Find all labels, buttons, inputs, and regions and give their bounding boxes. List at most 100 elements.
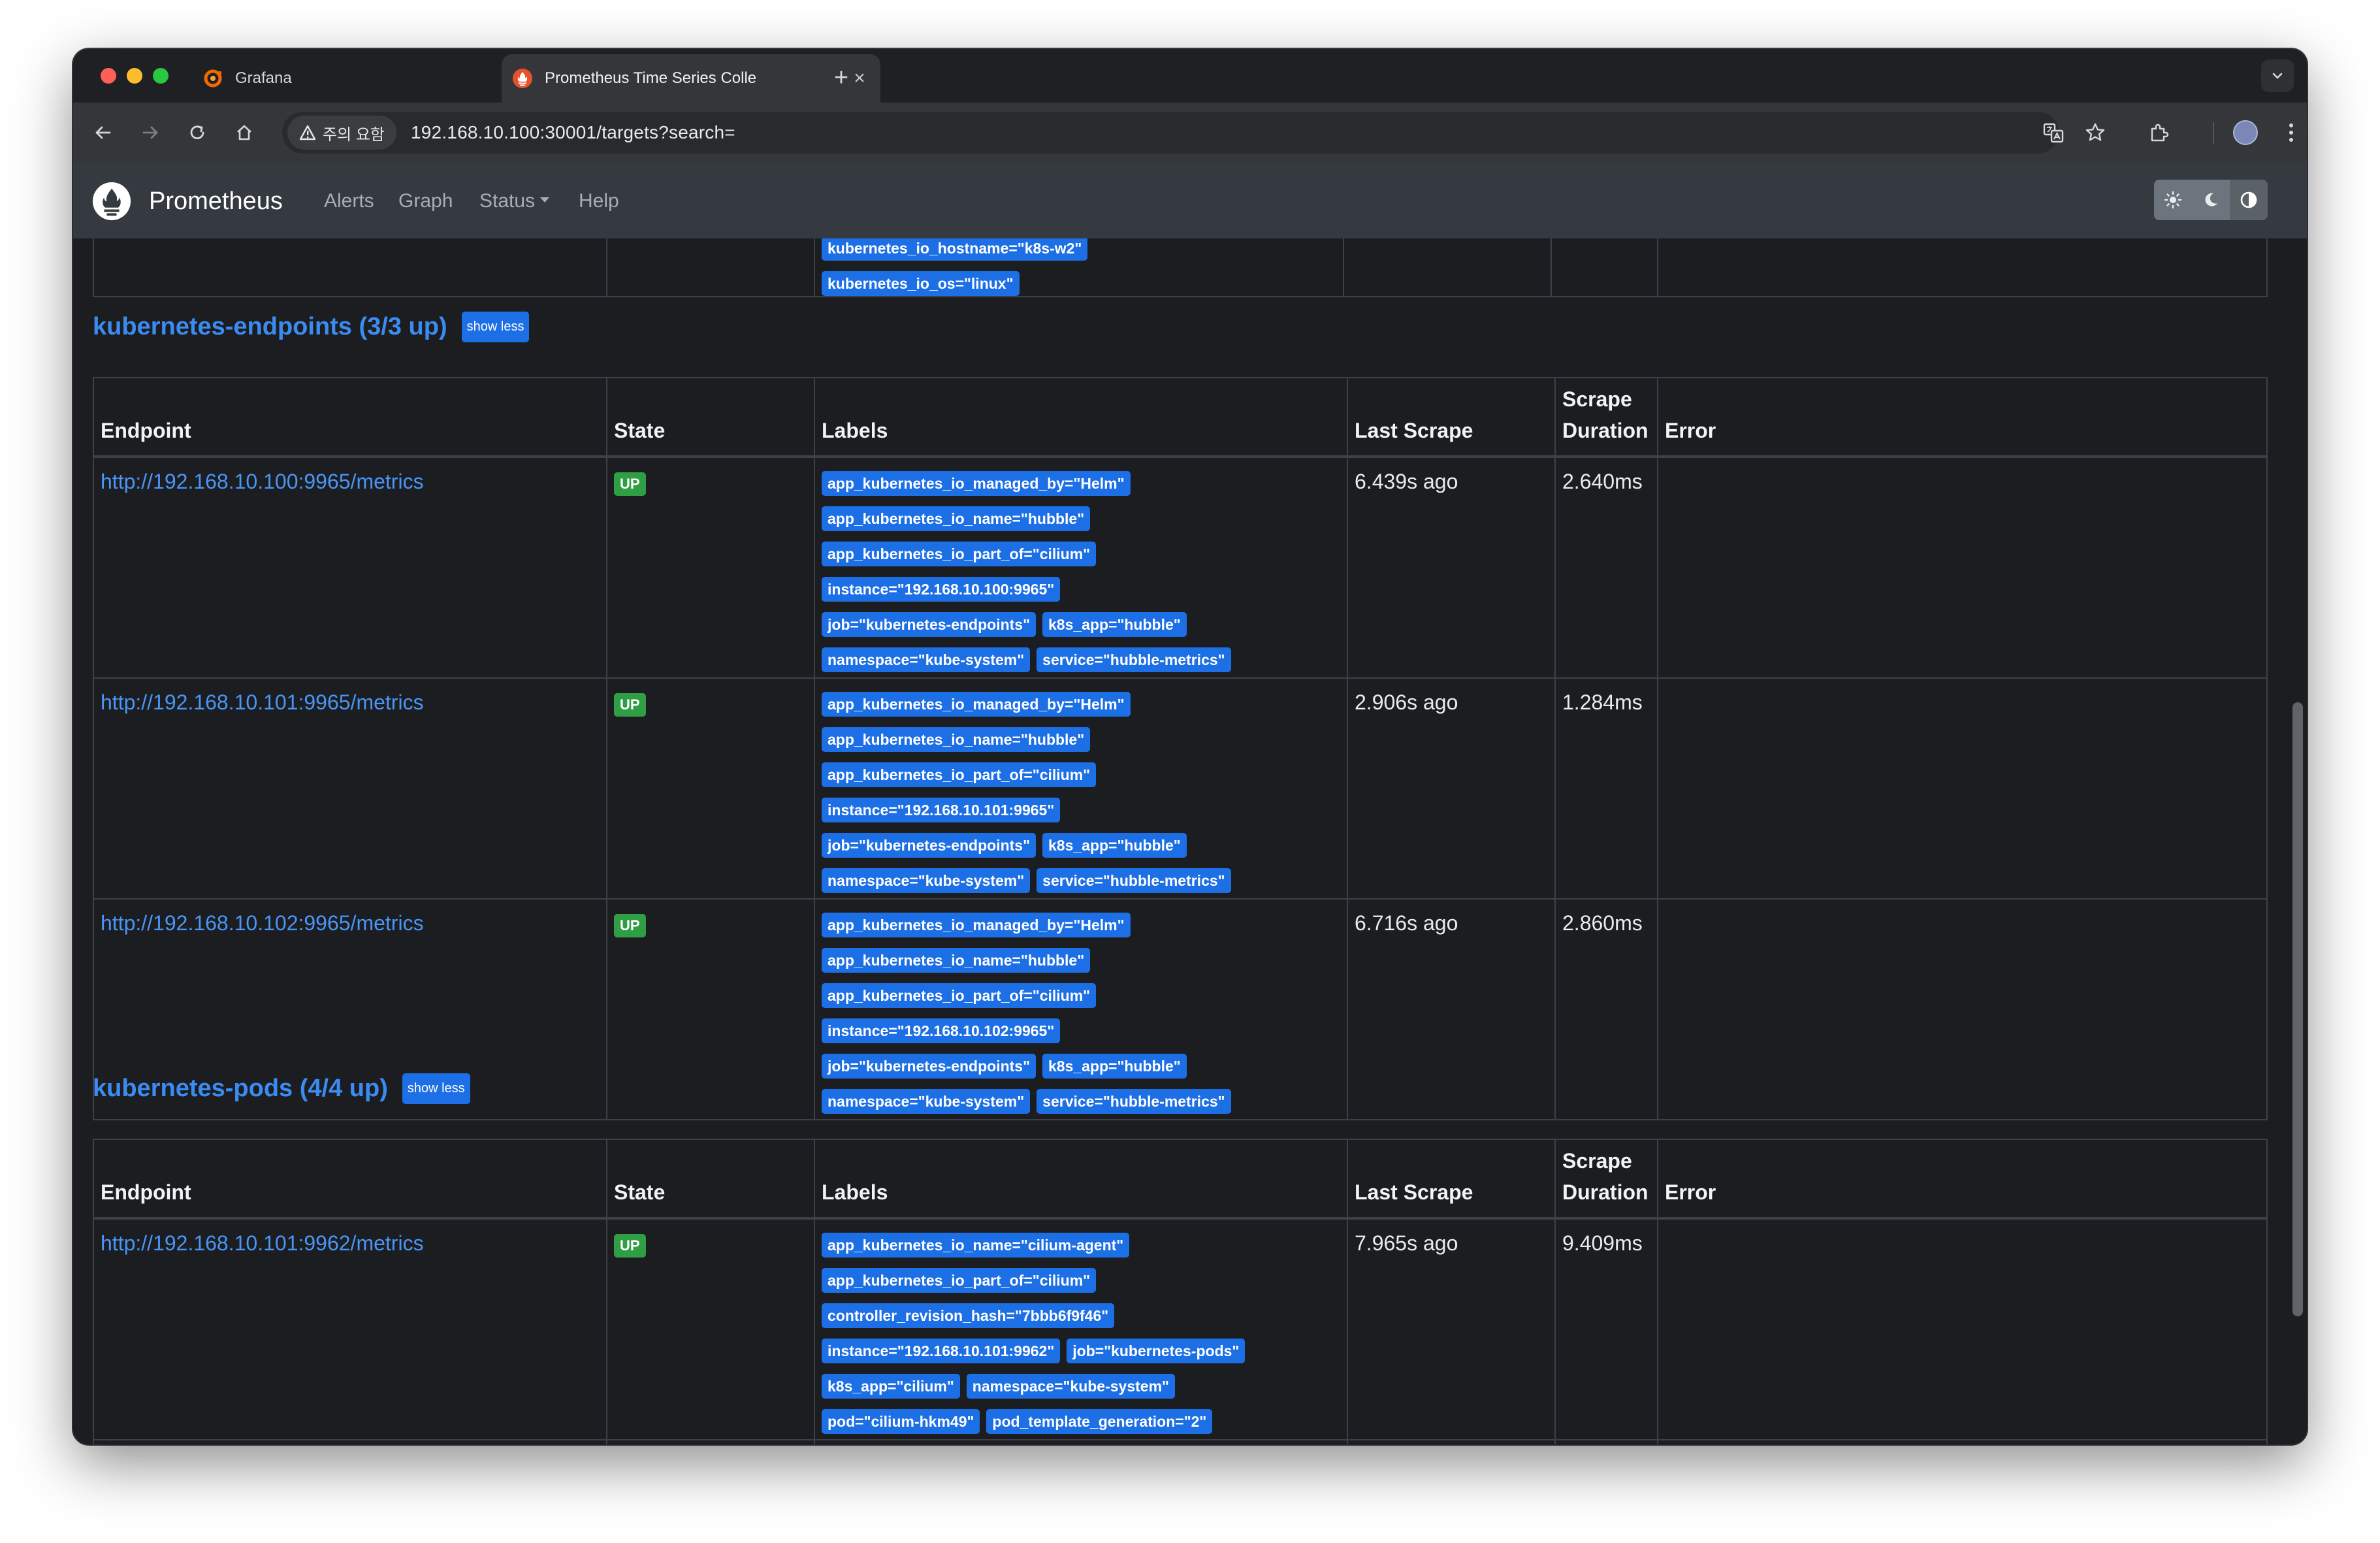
pool-header-kubernetes-pods: kubernetes-pods (4/4 up) show less: [93, 1073, 470, 1104]
minimize-window-button[interactable]: [127, 68, 142, 84]
contrast-icon: [2240, 191, 2257, 208]
page-scrollbar[interactable]: [2287, 238, 2307, 1444]
table-cell: [1554, 1439, 1658, 1444]
endpoint-cell: http://192.168.10.100:9965/metrics: [93, 456, 607, 679]
toolbar-separator: [2213, 122, 2214, 144]
label-badge: instance="192.168.10.101:9962": [822, 1339, 1061, 1363]
label-badge: instance="192.168.10.100:9965": [822, 577, 1061, 602]
endpoint-link[interactable]: http://192.168.10.101:9962/metrics: [101, 1231, 424, 1255]
error-cell: [1657, 456, 2268, 679]
brand[interactable]: Prometheus: [91, 181, 283, 221]
endpoint-link[interactable]: http://192.168.10.102:9965/metrics: [101, 911, 424, 935]
nav-help[interactable]: Help: [579, 190, 619, 212]
label-badge: controller_revision_hash="7bbb6f9f46": [822, 1303, 1115, 1328]
status-badge: UP: [614, 472, 646, 496]
moon-icon: [2205, 193, 2217, 206]
label-badge: app_kubernetes_io_part_of="cilium": [822, 983, 1097, 1008]
maximize-window-button[interactable]: [153, 68, 169, 84]
label-badge: app_kubernetes_io_name="cilium-agent": [822, 1233, 1130, 1258]
endpoint-cell: http://192.168.10.101:9962/metrics: [93, 1218, 607, 1440]
warning-icon: [299, 125, 316, 140]
extensions-icon[interactable]: [2145, 118, 2174, 147]
chevron-down-icon[interactable]: [2261, 59, 2294, 92]
label-badge: job="kubernetes-endpoints": [822, 1054, 1036, 1079]
label-badge: k8s_app="hubble": [1042, 1054, 1187, 1079]
nav-status[interactable]: Status: [479, 190, 550, 212]
label-badge: kubernetes_io_hostname="k8s-w2": [822, 236, 1088, 261]
kebab-menu-icon[interactable]: [2277, 118, 2306, 147]
close-window-button[interactable]: [101, 68, 116, 84]
show-less-button[interactable]: show less: [402, 1073, 470, 1104]
endpoint-link[interactable]: http://192.168.10.101:9965/metrics: [101, 690, 424, 714]
state-cell: UP: [606, 1218, 815, 1440]
page-viewport: Prometheus Alerts Graph Status Help: [73, 163, 2307, 1444]
back-icon[interactable]: [89, 118, 118, 147]
bookmark-star-icon[interactable]: [2081, 118, 2110, 147]
profile-avatar[interactable]: [2231, 118, 2260, 147]
security-warning[interactable]: 주의 요함: [287, 116, 396, 150]
column-header-state: State: [606, 1139, 815, 1220]
home-icon[interactable]: [230, 118, 259, 147]
scrollbar-thumb[interactable]: [2292, 702, 2303, 1316]
error-cell: [1657, 898, 2268, 1120]
labels-cell: app_kubernetes_io_managed_by="Helm" app_…: [814, 456, 1348, 679]
translate-icon[interactable]: [2039, 118, 2068, 147]
label-badge: namespace="kube-system": [966, 1374, 1175, 1399]
labels-cell: app_kubernetes_io_managed_by="Helm" app_…: [814, 677, 1348, 900]
theme-toggle: [2154, 180, 2268, 220]
light-theme-button[interactable]: [2154, 180, 2192, 220]
browser-window: Grafana × Prometheus Time Series Colle ×…: [73, 49, 2307, 1444]
error-cell: [1657, 1218, 2268, 1440]
address-bar[interactable]: 주의 요함 192.168.10.100:30001/targets?searc…: [282, 112, 2059, 154]
state-cell: UP: [606, 677, 815, 900]
nav-graph[interactable]: Graph: [398, 190, 453, 212]
brand-name: Prometheus: [149, 187, 283, 215]
endpoint-link[interactable]: http://192.168.10.100:9965/metrics: [101, 470, 424, 493]
label-badge: job="kubernetes-pods": [1067, 1339, 1246, 1363]
scrape-duration-cell: 1.284ms: [1554, 677, 1658, 900]
label-badge: instance="192.168.10.101:9965": [822, 798, 1061, 822]
column-header-last-scrape: Last Scrape: [1347, 377, 1556, 458]
label-badge: app_kubernetes_io_part_of="cilium": [822, 1268, 1097, 1293]
column-header-scrape-duration: Scrape Duration: [1554, 1139, 1658, 1220]
state-cell: [606, 1439, 815, 1444]
labels-cell: app_kubernetes_io_name="cilium-agent" ap…: [814, 1218, 1348, 1440]
forward-icon[interactable]: [136, 118, 165, 147]
error-cell: [1657, 677, 2268, 900]
column-header-state: State: [606, 377, 815, 458]
new-tab-button[interactable]: +: [833, 64, 849, 91]
label-badge: app_kubernetes_io_part_of="cilium": [822, 762, 1097, 787]
endpoint-cell: http://192.168.10.101:9965/metrics: [93, 677, 607, 900]
auto-theme-button[interactable]: [2230, 180, 2268, 220]
table-cell: [1657, 1439, 2268, 1444]
prometheus-navbar: Prometheus Alerts Graph Status Help: [73, 163, 2307, 238]
security-warning-text: 주의 요함: [323, 125, 385, 144]
label-badge: service="hubble-metrics": [1037, 1089, 1231, 1114]
pool-title[interactable]: kubernetes-pods (4/4 up): [93, 1075, 388, 1102]
avatar: [2233, 120, 2258, 145]
label-badge: service="hubble-metrics": [1037, 647, 1231, 672]
nav-alerts[interactable]: Alerts: [324, 190, 374, 212]
tab-strip: Grafana × Prometheus Time Series Colle ×…: [73, 49, 2307, 103]
show-less-button[interactable]: show less: [461, 312, 530, 342]
table-row: http://192.168.10.102:9965/metrics UP ap…: [93, 898, 2268, 1120]
table-cell: [93, 1439, 607, 1444]
label-badge: k8s_app="cilium": [822, 1374, 960, 1399]
dark-theme-button[interactable]: [2192, 180, 2230, 220]
label-badge: app_kubernetes_io_managed_by="Helm": [822, 471, 1131, 496]
tab-prometheus[interactable]: Prometheus Time Series Colle ×: [502, 54, 880, 103]
targets-table-kubernetes-pods: Endpoint State Labels Last Scrape Scrape…: [93, 1139, 2268, 1444]
column-header-labels: Labels: [814, 377, 1348, 458]
endpoint-cell: http://192.168.10.102:9965/metrics: [93, 898, 607, 1120]
table-row: [93, 1439, 2268, 1444]
column-header-last-scrape: Last Scrape: [1347, 1139, 1556, 1220]
label-badge: kubernetes_io_os="linux": [822, 271, 1020, 296]
close-icon[interactable]: ×: [854, 67, 865, 89]
column-header-endpoint: Endpoint: [93, 377, 607, 458]
pool-title[interactable]: kubernetes-endpoints (3/3 up): [93, 313, 447, 340]
reload-icon[interactable]: [183, 118, 212, 147]
last-scrape-cell: 6.716s ago: [1347, 898, 1556, 1120]
column-header-error: Error: [1657, 377, 2268, 458]
state-cell: UP: [606, 898, 815, 1120]
url-text[interactable]: 192.168.10.100:30001/targets?search=: [411, 122, 735, 142]
